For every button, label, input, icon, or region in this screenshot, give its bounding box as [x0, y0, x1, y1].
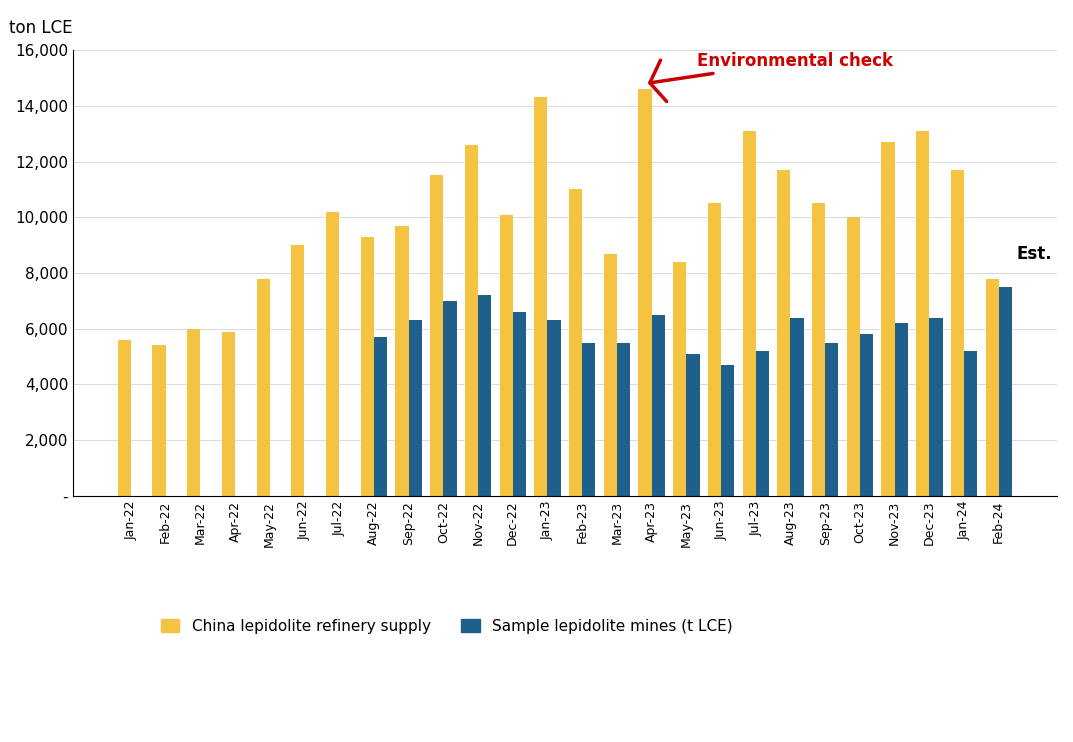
- Bar: [479, 295, 491, 496]
- Bar: [152, 346, 165, 496]
- Text: ton LCE: ton LCE: [9, 19, 73, 37]
- Bar: [534, 97, 547, 496]
- Bar: [986, 278, 999, 496]
- Bar: [604, 254, 617, 496]
- Bar: [222, 332, 235, 496]
- Bar: [443, 301, 456, 496]
- Bar: [118, 340, 131, 496]
- Bar: [569, 189, 583, 496]
- Bar: [291, 245, 305, 496]
- Bar: [409, 321, 422, 496]
- Bar: [777, 170, 791, 496]
- Legend: China lepidolite refinery supply, Sample lepidolite mines (t LCE): China lepidolite refinery supply, Sample…: [155, 612, 738, 640]
- Bar: [673, 262, 687, 496]
- Bar: [326, 211, 339, 496]
- Bar: [583, 343, 596, 496]
- Bar: [859, 335, 873, 496]
- Bar: [929, 318, 942, 496]
- Bar: [847, 217, 859, 496]
- Bar: [617, 343, 630, 496]
- Bar: [964, 351, 978, 496]
- Bar: [743, 131, 755, 496]
- Bar: [256, 278, 269, 496]
- Bar: [373, 337, 387, 496]
- Bar: [638, 89, 651, 496]
- Bar: [430, 176, 443, 496]
- Bar: [187, 329, 201, 496]
- Bar: [547, 321, 561, 496]
- Bar: [916, 131, 929, 496]
- Bar: [812, 203, 825, 496]
- Text: Environmental check: Environmental check: [650, 52, 893, 102]
- Bar: [791, 318, 804, 496]
- Bar: [651, 315, 665, 496]
- Bar: [755, 351, 769, 496]
- Bar: [361, 237, 373, 496]
- Bar: [951, 170, 964, 496]
- Bar: [500, 214, 513, 496]
- Bar: [396, 226, 409, 496]
- Bar: [721, 365, 734, 496]
- Bar: [825, 343, 838, 496]
- Bar: [708, 203, 721, 496]
- Text: Est.: Est.: [1016, 245, 1052, 263]
- Bar: [999, 287, 1012, 496]
- Bar: [687, 354, 700, 496]
- Bar: [513, 312, 526, 496]
- Bar: [881, 142, 895, 496]
- Bar: [465, 145, 479, 496]
- Bar: [895, 324, 908, 496]
